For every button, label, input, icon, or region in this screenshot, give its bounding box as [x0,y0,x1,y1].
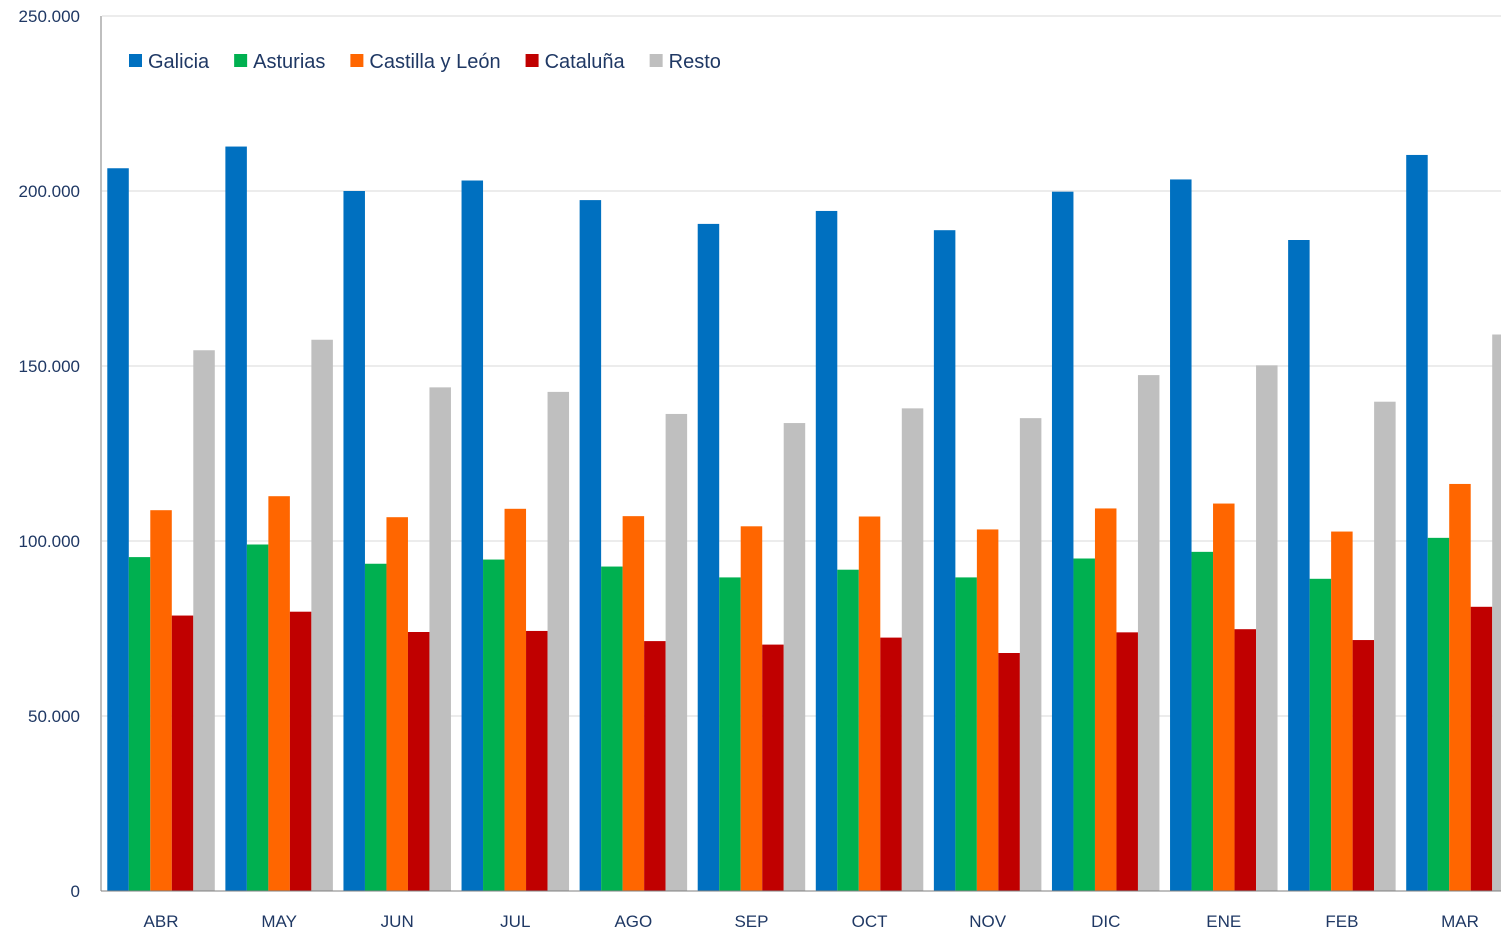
bar [933,230,956,891]
x-tick-label: AGO [614,912,652,931]
bar [837,569,859,891]
bar [1116,632,1138,891]
bar [1288,240,1310,891]
bar [407,632,430,891]
legend-swatch [129,54,142,67]
x-tick-label: ENE [1206,912,1241,931]
y-axis-tick-labels: 0 50.000 100.000 150.000 200.000 250.000 [19,7,80,901]
legend-label: Galicia [148,51,210,73]
bar [622,516,645,891]
bar [740,526,763,891]
bar [289,611,312,891]
bar [880,637,902,891]
bar [107,168,129,891]
bar [150,510,172,891]
bar [1191,551,1214,891]
bar [1256,365,1278,891]
x-axis-tick-labels: ABR MAY JUN JUL AGO SEP OCT NOV DIC ENE FEB MAR [144,912,1479,931]
y-tick-label: 50.000 [28,707,80,726]
legend: Galicia Asturias Castilla y León Cataluña Re… [129,51,721,73]
bar [719,577,741,891]
bar [601,566,623,891]
bar [128,557,151,891]
bar [1352,640,1375,891]
bar [1094,508,1117,891]
x-tick-label: FEB [1325,912,1358,931]
bar [1406,154,1428,891]
bar [268,496,290,891]
bar [461,180,484,891]
bar [364,563,387,891]
bar [1309,578,1332,891]
x-tick-label: MAY [261,912,297,931]
bar [901,408,924,891]
x-tick-label: ABR [144,912,179,931]
bar [1234,629,1257,891]
bar [1492,334,1501,891]
y-tick-label: 0 [71,882,80,901]
bar [386,517,408,891]
bar [579,200,602,892]
bar [665,413,688,891]
bar [1137,375,1160,892]
bar [1051,191,1074,891]
bar [783,423,806,891]
bar [762,644,784,891]
bar [1019,418,1042,891]
bar [1073,558,1095,891]
bar [998,653,1020,891]
y-tick-label: 250.000 [19,7,80,26]
bars [107,146,1501,892]
bar [858,516,881,891]
bar [1213,503,1235,891]
bar [483,559,505,891]
x-tick-label: NOV [969,912,1007,931]
legend-swatch [525,54,539,67]
bar [1170,179,1192,891]
bar [644,641,666,891]
legend-label: Resto [669,51,721,73]
bar [1449,483,1471,891]
bar [815,210,838,891]
legend-label: Cataluña [545,51,626,73]
legend-swatch [234,54,248,67]
x-tick-label: DIC [1091,912,1120,931]
bar [504,508,527,891]
bar [429,387,451,891]
bar [193,350,215,891]
bar [1470,606,1493,891]
bar [343,191,365,891]
legend-label: Asturias [253,51,325,73]
bar [976,529,999,891]
y-tick-label: 200.000 [19,182,80,201]
bar [547,391,570,891]
x-tick-label: JUN [381,912,414,931]
bar [1331,531,1353,891]
x-tick-label: MAR [1441,912,1479,931]
bar [697,223,720,891]
legend-swatch [649,54,663,67]
bar [246,544,269,891]
y-tick-label: 100.000 [19,532,80,551]
bar [1374,401,1396,891]
legend-label: Castilla y León [369,51,500,73]
bar [955,577,977,891]
legend-swatch [350,54,364,67]
bar [311,339,333,891]
bar [225,146,247,892]
x-tick-label: OCT [852,912,888,931]
bar [526,630,548,891]
y-tick-label: 150.000 [19,357,80,376]
bar [1427,537,1450,891]
x-tick-label: JUL [500,912,530,931]
x-tick-label: SEP [734,912,768,931]
bar [171,615,194,891]
